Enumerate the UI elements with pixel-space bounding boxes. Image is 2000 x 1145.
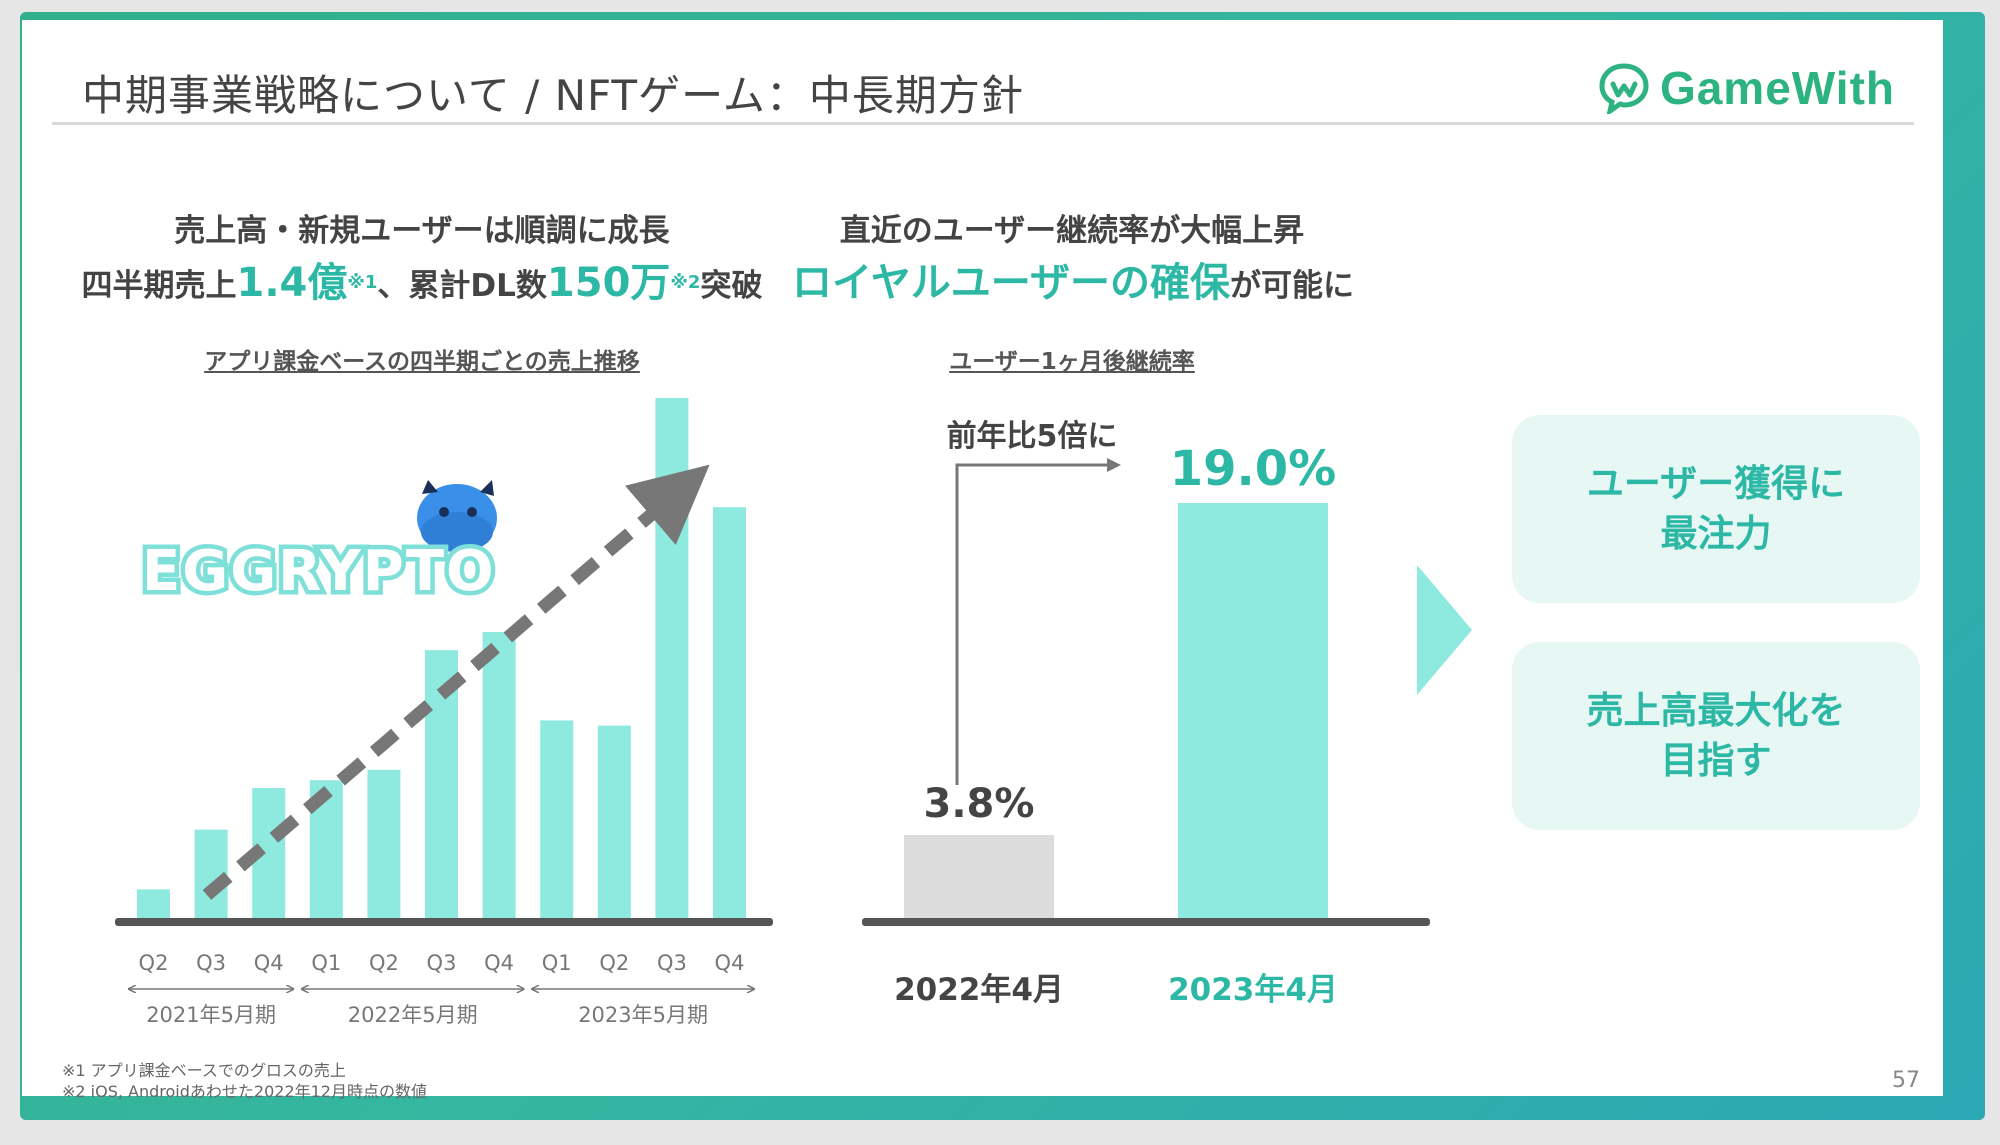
sales-chart-baseline xyxy=(115,918,773,926)
slide-title: 中期事業戦略について / NFTゲーム：中長期方針 xyxy=(82,71,1024,120)
retention-chart-caption: ユーザー1ヶ月後継続率 xyxy=(949,349,1195,375)
sales-bar xyxy=(597,725,631,918)
retention-value-label: 19.0% xyxy=(1170,441,1337,497)
quarter-tick-label: Q3 xyxy=(196,951,226,975)
right-headline-line2: ロイヤルユーザーの確保が可能に xyxy=(792,257,1354,312)
quarter-tick-label: Q2 xyxy=(369,951,399,975)
growth-connector-arrow xyxy=(955,458,1121,785)
sales-value: 1.4億 xyxy=(236,260,348,306)
downloads-label: 、累計DL数 xyxy=(377,268,547,304)
footnote-1: ※1 アプリ課金ベースでのグロスの売上 xyxy=(62,1061,346,1080)
left-headline: 売上高・新規ユーザーは順調に成長 四半期売上1.4億※1、累計DL数150万※2… xyxy=(62,205,782,312)
chevron-right-icon xyxy=(1417,565,1472,695)
callout-acquisition: ユーザー獲得に 最注力 xyxy=(1512,415,1920,603)
sales-bar xyxy=(655,398,689,918)
sales-label: 四半期売上 xyxy=(81,268,237,304)
quarter-tick-label: Q2 xyxy=(599,951,629,975)
downloads-value: 150万 xyxy=(546,260,671,306)
loyal-user-highlight: ロイヤルユーザーの確保 xyxy=(792,260,1230,306)
sales-bar xyxy=(540,720,574,918)
title-divider xyxy=(52,122,1914,125)
quarter-tick-label: Q4 xyxy=(484,951,514,975)
footnotes: ※1 アプリ課金ベースでのグロスの売上 ※2 iOS, Androidあわせた2… xyxy=(62,1060,427,1102)
note-mark-2: ※2 xyxy=(670,272,701,293)
fiscal-year-label: 2021年5月期 xyxy=(146,1003,276,1027)
right-headline-line1: 直近のユーザー継続率が大幅上昇 xyxy=(839,213,1305,249)
quarter-tick-label: Q1 xyxy=(542,951,572,975)
quarter-tick-label: Q2 xyxy=(139,951,169,975)
right-headline: 直近のユーザー継続率が大幅上昇 ロイヤルユーザーの確保が可能に xyxy=(792,205,1354,312)
sales-bar xyxy=(482,632,516,918)
callout-revenue: 売上高最大化を 目指す xyxy=(1512,642,1920,830)
left-headline-line1: 売上高・新規ユーザーは順調に成長 xyxy=(174,213,670,249)
eggrypto-logo: EGGRYPTO xyxy=(138,460,532,610)
sales-bar xyxy=(367,769,401,918)
page-number: 57 xyxy=(1892,1068,1920,1093)
left-headline-line2: 四半期売上1.4億※1、累計DL数150万※2突破 xyxy=(62,257,782,312)
retention-bar xyxy=(1178,503,1328,918)
quarter-tick-label: Q3 xyxy=(427,951,457,975)
logo-text: GameWith xyxy=(1659,62,1895,114)
gamewith-chat-icon xyxy=(1599,63,1649,114)
callout-revenue-text: 売上高最大化を 目指す xyxy=(1586,689,1846,782)
note-mark-1: ※1 xyxy=(347,272,378,293)
eggrypto-logo-text: EGGRYPTO xyxy=(142,539,496,604)
retention-category-label: 2022年4月 xyxy=(894,972,1064,1008)
right-headline-suffix: が可能に xyxy=(1230,268,1354,304)
retention-bar xyxy=(904,835,1054,918)
fiscal-year-label: 2023年5月期 xyxy=(578,1003,708,1027)
quarter-tick-label: Q4 xyxy=(254,951,284,975)
sales-bar xyxy=(137,889,170,918)
retention-bar-chart: 前年比5倍に 3.8% 2022年4月 19.0% 2023年4月 xyxy=(862,419,1430,1008)
quarter-tick-label: Q3 xyxy=(657,951,687,975)
fiscal-year-label: 2022年5月期 xyxy=(348,1003,478,1027)
footnote-2: ※2 iOS, Androidあわせた2022年12月時点の数値 xyxy=(62,1082,427,1101)
callout-acquisition-text: ユーザー獲得に 最注力 xyxy=(1586,462,1846,555)
sales-bar-chart: Q2 Q3 Q4 Q1 Q2 Q3 Q4 Q1 Q2 Q3 Q4 2021年5月期 2022年5月期 2… xyxy=(115,398,773,1027)
retention-chart-baseline xyxy=(862,918,1430,926)
quarter-tick-label: Q1 xyxy=(311,951,341,975)
growth-trend-arrow xyxy=(202,464,710,900)
growth-annotation: 前年比5倍に xyxy=(947,419,1118,454)
gamewith-logo: GameWith xyxy=(1598,58,1895,118)
retention-value-label: 3.8% xyxy=(924,781,1035,827)
retention-category-label: 2023年4月 xyxy=(1168,972,1338,1008)
quarter-tick-label: Q4 xyxy=(715,951,745,975)
downloads-suffix: 突破 xyxy=(700,268,763,304)
slide: 中期事業戦略について / NFTゲーム：中長期方針 GameWith 売上高・新… xyxy=(22,20,1943,1101)
sales-bar xyxy=(713,507,746,918)
sales-chart-caption: アプリ課金ベースの四半期ごとの売上推移 xyxy=(204,349,640,375)
